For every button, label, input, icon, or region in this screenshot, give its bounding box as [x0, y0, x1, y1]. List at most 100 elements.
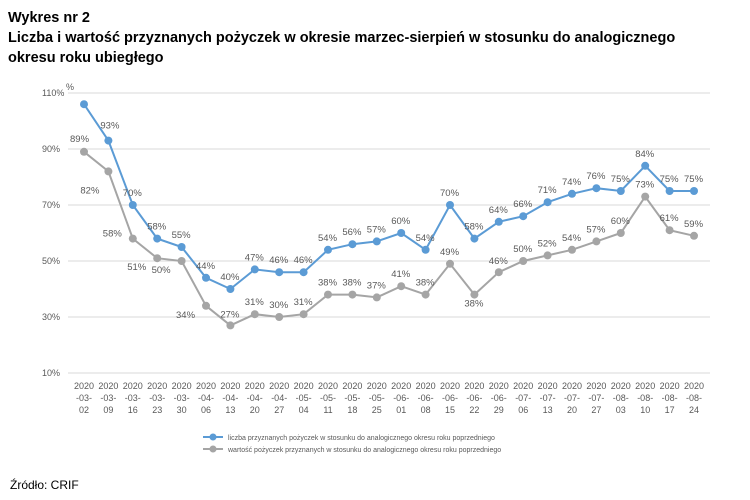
series-1-point — [568, 189, 576, 198]
x-tick-label: -08- — [686, 393, 702, 403]
x-tick-label: 2020 — [172, 381, 192, 391]
series-1-point — [80, 100, 88, 109]
x-tick-label: 2020 — [147, 381, 167, 391]
x-tick-label: 2020 — [635, 381, 655, 391]
x-tick-label: 2020 — [245, 381, 265, 391]
x-tick-label: 13 — [225, 405, 235, 415]
series-2-point — [250, 310, 259, 319]
x-tick-label: 27 — [591, 405, 601, 415]
x-tick-label: 2020 — [196, 381, 216, 391]
legend-marker — [209, 445, 217, 453]
legend-entry-2: wartość pożyczek przyznanych w stosunku … — [227, 447, 501, 454]
x-tick-label: 2020 — [98, 381, 118, 391]
series-line-2 — [83, 151, 695, 327]
series-2-point — [226, 321, 235, 330]
x-tick-label: 16 — [128, 405, 138, 415]
x-tick-label: -07- — [588, 393, 604, 403]
data-label: 50% — [152, 265, 172, 276]
series-line-1 — [83, 103, 694, 291]
series-2-point — [665, 226, 674, 235]
x-tick-label: -05- — [344, 393, 360, 403]
x-tick-label: 10 — [640, 405, 650, 415]
series-2-point — [348, 290, 357, 299]
series-2-point — [592, 237, 601, 246]
x-tick-label: 2020 — [294, 381, 314, 391]
data-label: 70% — [123, 188, 143, 199]
data-label: 93% — [100, 121, 120, 132]
series-2-point — [641, 192, 650, 201]
x-tick-label: -06- — [466, 393, 482, 403]
x-tick-label: 20 — [567, 405, 577, 415]
x-tick-label: -04- — [271, 393, 287, 403]
x-tick-label: 18 — [347, 405, 357, 415]
x-tick-label: -04- — [222, 393, 238, 403]
chart-title-line-1: Liczba i wartość przyznanych pożyczek w … — [8, 30, 676, 46]
data-label: 56% — [342, 227, 362, 238]
x-tick-label: 03 — [616, 405, 626, 415]
x-tick-label: 02 — [79, 405, 89, 415]
data-label: 58% — [464, 222, 484, 233]
x-tick-label: 30 — [177, 405, 187, 415]
series-2-point — [275, 313, 284, 321]
data-label: 46% — [294, 255, 314, 266]
x-tick-label: -07- — [540, 393, 556, 403]
y-tick-label: 30% — [42, 312, 60, 322]
series-2-point — [446, 259, 454, 268]
x-tick-label: 2020 — [489, 381, 509, 391]
data-label: 27% — [220, 309, 240, 320]
series-2-point — [494, 268, 503, 277]
series-1-point — [446, 201, 454, 209]
data-label: 46% — [489, 256, 509, 267]
data-label: 41% — [391, 269, 411, 280]
series-1-point — [494, 217, 503, 226]
series-1-point — [299, 268, 308, 277]
x-tick-label: -06- — [418, 393, 434, 403]
x-tick-label: 06 — [201, 405, 211, 415]
x-tick-label: -08- — [613, 393, 629, 403]
data-label: 82% — [80, 185, 100, 196]
data-label: 75% — [660, 174, 680, 185]
series-2-point — [616, 229, 625, 237]
series-2-point — [80, 147, 88, 156]
series-2-point — [543, 251, 552, 260]
x-tick-label: 2020 — [660, 381, 680, 391]
series-1-point — [202, 273, 210, 282]
chart-title-line-2: okresu roku ubiegłego — [8, 50, 164, 66]
y-tick-label: 50% — [42, 256, 60, 266]
x-tick-label: 2020 — [74, 381, 94, 391]
x-tick-label: 2020 — [342, 381, 362, 391]
series-1-point — [397, 229, 406, 237]
x-tick-label: 2020 — [440, 381, 460, 391]
series-1-point — [372, 237, 381, 246]
x-tick-label: -07- — [515, 393, 531, 403]
x-tick-label: 20 — [250, 405, 260, 415]
series-1-point — [275, 268, 284, 277]
x-tick-label: 06 — [518, 405, 528, 415]
x-tick-label: 13 — [543, 405, 553, 415]
data-label: 37% — [367, 280, 387, 291]
x-tick-label: 2020 — [464, 381, 484, 391]
y-tick-label: 70% — [42, 200, 60, 210]
series-1-point — [665, 187, 674, 195]
legend-marker — [209, 433, 217, 441]
series-1-point — [226, 285, 235, 293]
series-1-point — [592, 184, 601, 193]
x-tick-label: -03- — [100, 393, 116, 403]
x-tick-label: 27 — [274, 405, 284, 415]
x-tick-label: -05- — [296, 393, 312, 403]
x-tick-label: -04- — [247, 393, 263, 403]
y-tick-label: 90% — [42, 144, 60, 154]
data-label: 89% — [70, 134, 90, 145]
data-label: 60% — [391, 216, 411, 227]
x-tick-label: 2020 — [562, 381, 582, 391]
data-label: 31% — [294, 297, 314, 308]
x-tick-label: 2020 — [586, 381, 606, 391]
data-label: 57% — [367, 224, 387, 235]
data-label: 46% — [269, 255, 289, 266]
x-tick-label: -03- — [174, 393, 190, 403]
data-label: 38% — [342, 278, 362, 289]
y-unit-label: % — [66, 82, 74, 92]
series-2-point — [568, 245, 576, 254]
data-label: 75% — [611, 174, 631, 185]
